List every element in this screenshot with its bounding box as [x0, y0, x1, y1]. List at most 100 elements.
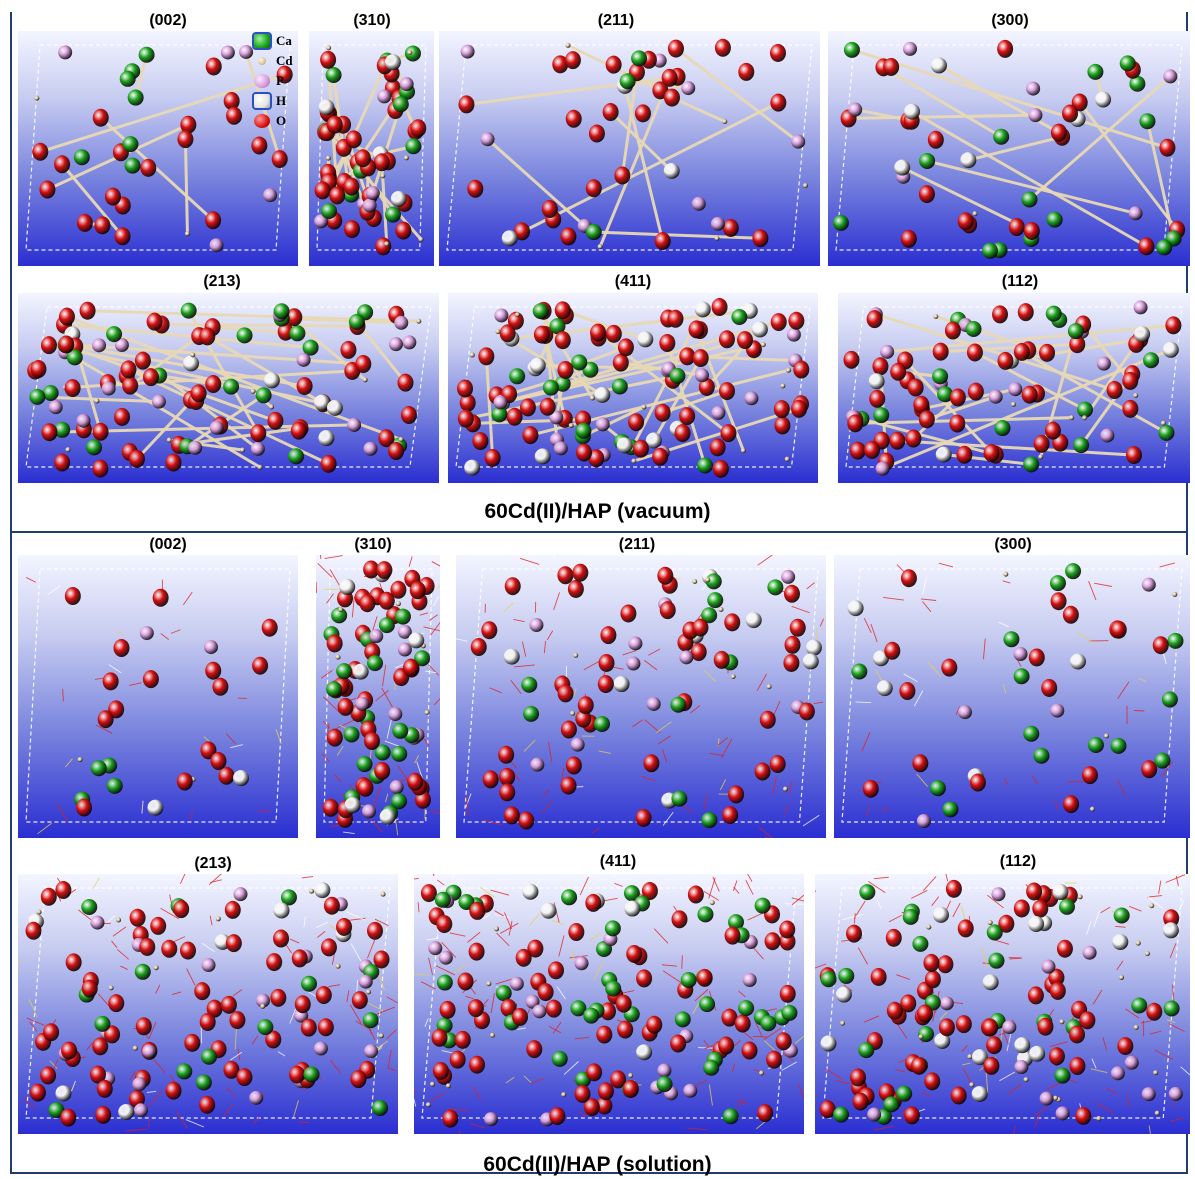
atom-o: [766, 1050, 783, 1069]
atom-ca: [394, 608, 411, 625]
atom-o: [643, 754, 660, 773]
atom-cd: [260, 1003, 266, 1009]
atom-o: [1063, 795, 1080, 814]
atom-o: [60, 1108, 77, 1127]
atom-o: [104, 1025, 121, 1044]
atom-o: [58, 307, 75, 326]
atom-o: [436, 915, 453, 934]
atom-o: [194, 982, 211, 1001]
atom-p: [139, 626, 154, 641]
atom-o: [847, 414, 864, 433]
atom-o: [439, 1000, 456, 1019]
atom-p: [781, 569, 796, 584]
atom-h: [971, 1085, 988, 1102]
atom-ca: [81, 898, 98, 915]
atom-cd: [190, 352, 196, 358]
atom-o: [1152, 636, 1169, 655]
atom-o: [572, 563, 589, 582]
atom-o: [554, 331, 571, 350]
atom-p: [58, 45, 73, 60]
atom-p: [711, 405, 726, 420]
atom-cd: [1153, 1070, 1159, 1076]
atom-o: [696, 968, 713, 987]
atom-p: [1026, 81, 1041, 96]
panel-label-vac-300: (300): [991, 12, 1029, 29]
atom-o: [457, 409, 474, 428]
atom-o: [564, 51, 581, 70]
atom-o: [622, 1079, 639, 1098]
section-divider: [10, 531, 1188, 533]
atom-o: [912, 754, 929, 773]
atom-cd: [309, 888, 315, 894]
atom-ca: [280, 889, 297, 906]
panel-label-sol-211: (211): [618, 536, 656, 553]
atom-cd: [573, 652, 579, 658]
atom-ca: [932, 368, 949, 385]
atom-p: [363, 441, 378, 456]
atom-o: [741, 1041, 758, 1060]
atom-h: [1162, 341, 1179, 358]
atom-o: [617, 1020, 634, 1039]
atom-h: [982, 974, 999, 991]
atom-o: [1033, 434, 1050, 453]
atom-h: [314, 882, 331, 899]
atom-h: [932, 906, 949, 923]
panel-sol-002: [18, 555, 298, 838]
atom-cd: [335, 963, 341, 969]
atom-o: [900, 994, 917, 1013]
atom-h: [183, 355, 200, 372]
atom-p: [388, 337, 403, 352]
atom-o: [620, 604, 637, 623]
atom-o: [320, 50, 337, 69]
atom-o: [322, 798, 339, 817]
atom-o: [646, 1015, 663, 1034]
atom-ca: [902, 908, 919, 925]
atom-h: [637, 331, 654, 348]
atom-o: [320, 454, 337, 473]
atom-p: [394, 315, 409, 330]
atom-o: [522, 426, 539, 445]
atom-o: [205, 375, 222, 394]
atom-o: [600, 626, 617, 645]
atom-p: [233, 887, 248, 902]
atom-cd: [1160, 420, 1166, 426]
atom-o: [734, 1014, 751, 1033]
panel-label-vac-310: (310): [353, 12, 391, 29]
atom-o: [526, 1040, 543, 1059]
structure-sol-211: [456, 555, 824, 838]
atom-o: [884, 641, 901, 660]
atom-o: [679, 347, 696, 366]
atom-cd: [740, 448, 746, 454]
atom-h: [645, 432, 662, 449]
panel-vac-411: [448, 293, 818, 483]
atom-ca: [656, 1076, 673, 1093]
atom-o: [1013, 899, 1030, 918]
atom-o: [1039, 343, 1056, 362]
atom-p: [92, 338, 107, 353]
atom-p: [988, 389, 1003, 404]
atom-ca: [760, 1015, 777, 1032]
atom-ca: [929, 780, 946, 797]
atom-p: [263, 188, 278, 203]
atom-ca: [48, 1102, 65, 1119]
atom-h: [464, 459, 481, 476]
atom-o: [688, 320, 705, 339]
atom-cd: [403, 155, 409, 161]
atom-ca: [1167, 632, 1184, 649]
legend-item-h: H: [252, 92, 298, 110]
atom-o: [218, 766, 235, 785]
atom-cd: [1023, 1077, 1029, 1083]
atom-p: [916, 813, 931, 828]
atom-cd: [384, 241, 390, 247]
atom-ca: [434, 891, 451, 908]
atom-o: [924, 970, 941, 989]
atom-o: [539, 397, 556, 416]
atom-o: [917, 1004, 934, 1023]
atom-o: [585, 893, 602, 912]
atom-h: [55, 1085, 72, 1102]
atom-ca: [523, 705, 540, 722]
atom-ca: [404, 45, 421, 62]
atom-o: [326, 115, 343, 134]
atom-ca: [701, 812, 718, 829]
atom-p: [744, 391, 759, 406]
